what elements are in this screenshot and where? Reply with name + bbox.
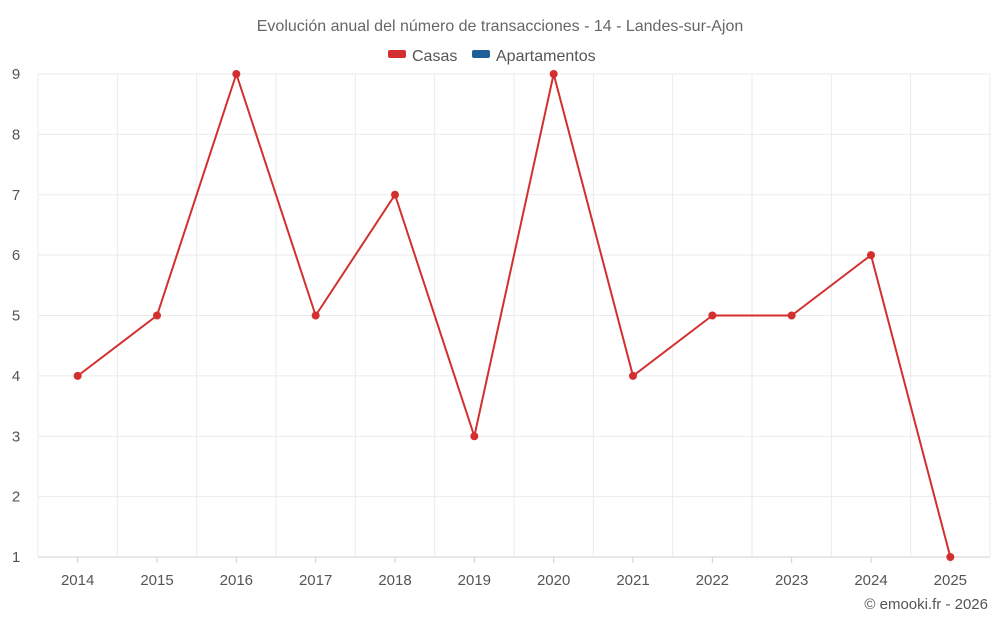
x-tick-label: 2021: [616, 572, 649, 589]
y-tick-label: 7: [12, 187, 20, 204]
y-tick-label: 3: [12, 428, 20, 445]
legend-item-casas[interactable]: Casas: [388, 48, 457, 65]
legend-swatch-apartamentos: [472, 50, 490, 58]
series-casas: [73, 70, 955, 561]
legend-swatch-casas: [388, 50, 406, 58]
data-point-casas-2022[interactable]: [708, 311, 717, 320]
data-point-casas-2020[interactable]: [549, 70, 558, 78]
y-tick-label: 8: [12, 126, 20, 143]
data-point-casas-2025[interactable]: [946, 553, 955, 561]
x-tick-label: 2022: [696, 572, 729, 589]
data-point-casas-2024[interactable]: [867, 251, 875, 260]
y-tick-label: 1: [12, 549, 20, 566]
data-point-casas-2015[interactable]: [153, 311, 161, 320]
data-point-casas-2021[interactable]: [629, 371, 637, 380]
x-tick-label: 2023: [775, 572, 808, 589]
legend-label-casas: Casas: [412, 48, 457, 65]
x-tick-label: 2015: [140, 572, 173, 589]
data-point-casas-2023[interactable]: [787, 311, 796, 320]
x-tick-label: 2016: [220, 572, 253, 589]
legend-label-apartamentos: Apartamentos: [496, 48, 596, 65]
y-tick-label: 2: [12, 489, 20, 506]
data-point-casas-2014[interactable]: [73, 371, 82, 380]
x-tick-label: 2019: [458, 572, 491, 589]
legend: Casas Apartamentos: [388, 48, 596, 65]
y-tick-label: 9: [12, 66, 20, 83]
x-tick-label: 2025: [934, 572, 967, 589]
axes: 1 2 3 4 5 6 7 8 9 2014 2015 2016 2017 2018 2019 2020 202…: [12, 66, 967, 589]
grid: [37, 73, 991, 558]
chart-title: Evolución anual del número de transaccio…: [257, 18, 744, 35]
x-tick-label: 2018: [378, 572, 411, 589]
data-point-casas-2017[interactable]: [311, 311, 320, 320]
data-point-casas-2016[interactable]: [232, 70, 241, 78]
y-tick-label: 4: [12, 368, 20, 385]
data-point-casas-2019[interactable]: [470, 432, 479, 441]
x-tick-label: 2024: [854, 572, 887, 589]
x-tick-label: 2020: [537, 572, 570, 589]
credit-text: © emooki.fr - 2026: [864, 596, 988, 613]
y-tick-label: 6: [12, 247, 20, 264]
data-point-casas-2018[interactable]: [391, 190, 399, 199]
series-line-casas: [77, 73, 952, 558]
x-tick-label: 2017: [299, 572, 332, 589]
y-tick-label: 5: [12, 308, 20, 325]
legend-item-apartamentos[interactable]: Apartamentos: [472, 48, 596, 65]
x-tick-label: 2014: [61, 572, 94, 589]
